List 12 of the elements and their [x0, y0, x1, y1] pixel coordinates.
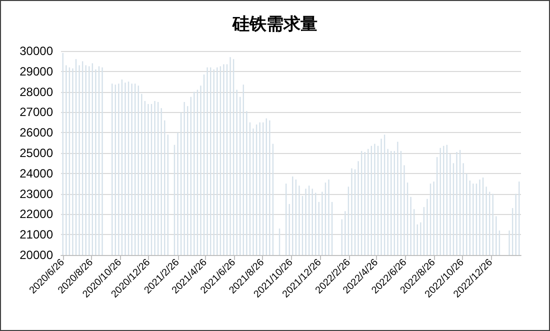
y-tick-label: 21000: [20, 228, 54, 242]
y-tick-label: 27000: [20, 105, 54, 120]
chart-title: 硅铁需求量: [232, 14, 318, 34]
y-tick-label: 24000: [20, 166, 54, 180]
y-tick-label: 25000: [20, 146, 54, 160]
y-tick-label: 23000: [20, 186, 54, 201]
y-tick-label: 29000: [20, 64, 54, 78]
y-tick-label: 26000: [20, 126, 54, 140]
y-tick-label: 30000: [20, 44, 54, 58]
y-tick-label: 20000: [20, 248, 54, 262]
y-tick-label: 22000: [20, 207, 54, 222]
y-tick-label: 28000: [20, 84, 54, 99]
